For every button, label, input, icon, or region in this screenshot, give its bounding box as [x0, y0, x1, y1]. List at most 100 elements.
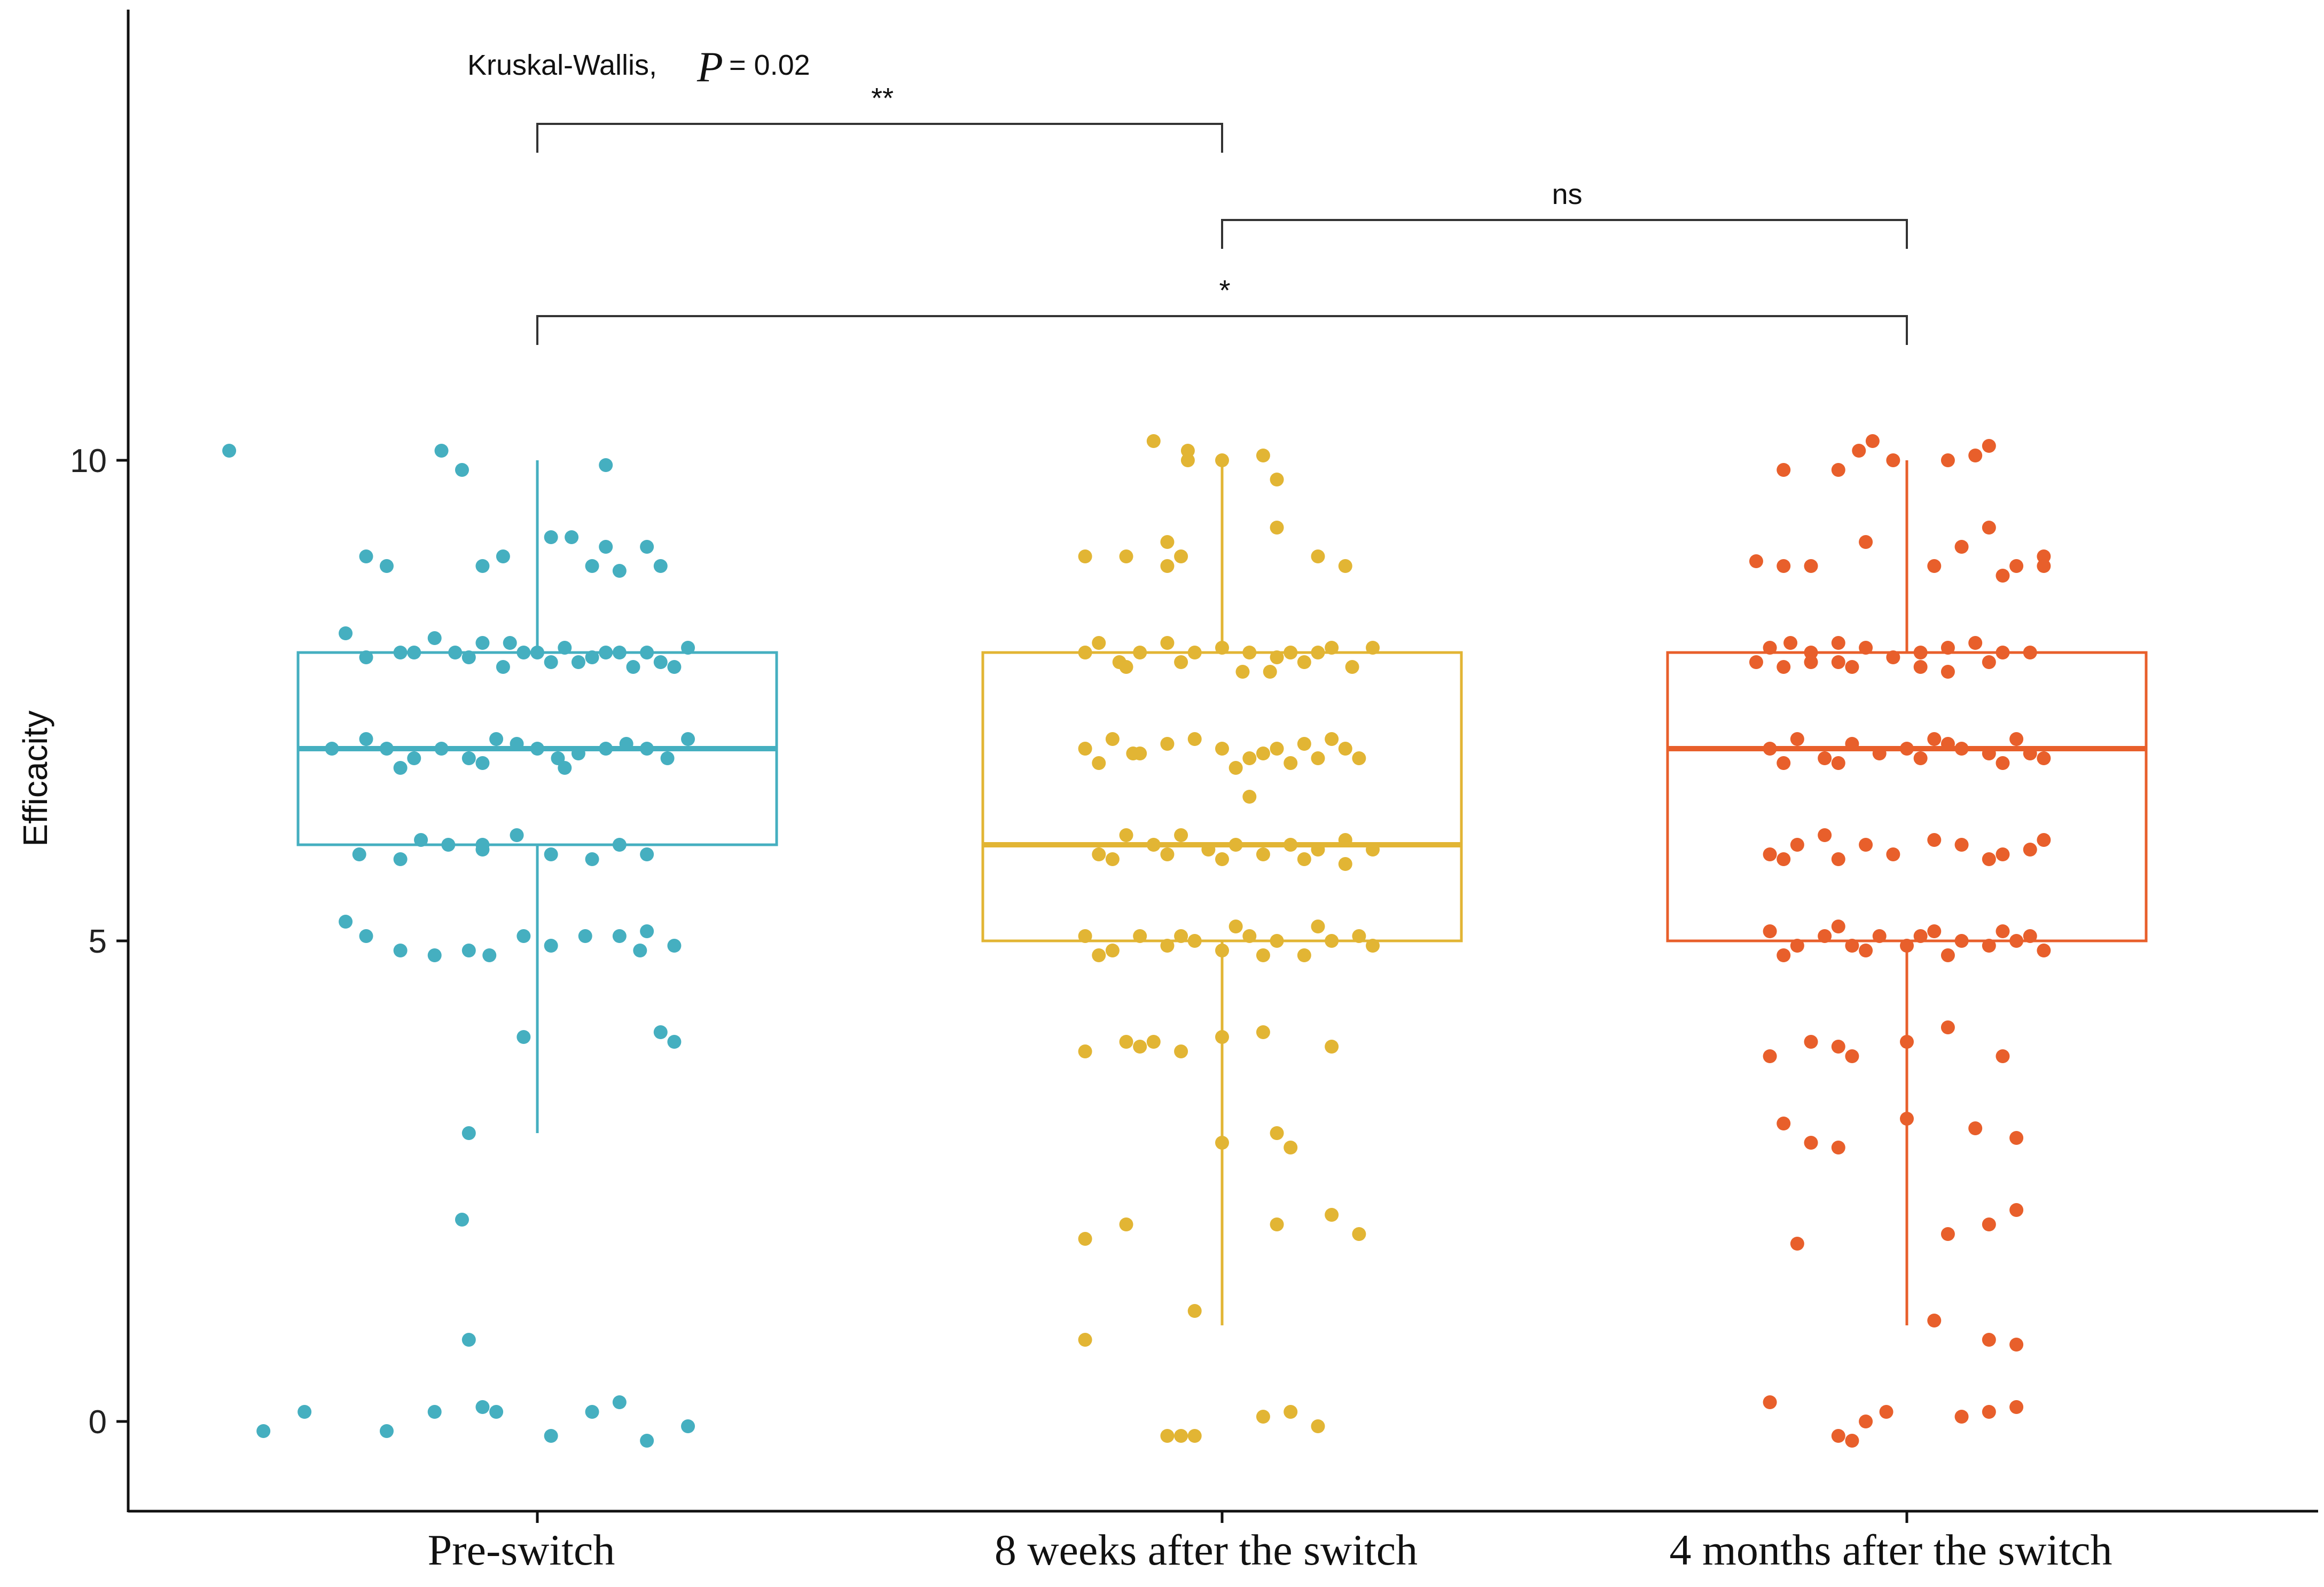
data-point [1270, 521, 1284, 535]
data-point [1996, 847, 2010, 861]
data-point [1133, 929, 1147, 943]
data-point [1859, 641, 1873, 655]
data-point [1763, 924, 1777, 938]
data-point [1831, 1141, 1845, 1154]
data-point [1119, 660, 1133, 674]
data-point [1338, 833, 1352, 847]
data-point [1366, 641, 1380, 655]
data-point [1777, 756, 1791, 770]
data-point [1297, 655, 1311, 669]
data-point [681, 1419, 695, 1433]
data-point [393, 944, 408, 957]
data-point [1201, 843, 1216, 857]
data-point [461, 650, 476, 664]
data-point [1777, 852, 1791, 866]
data-point [1270, 1126, 1284, 1140]
data-point [558, 641, 572, 655]
data-point [1845, 1434, 1859, 1448]
data-point [1078, 549, 1092, 563]
data-point [1777, 660, 1791, 674]
data-point [393, 852, 408, 866]
data-point [1345, 660, 1359, 674]
data-point [1859, 1415, 1873, 1428]
data-point [496, 660, 510, 674]
y-tick-label: 5 [89, 923, 107, 960]
data-point [1940, 737, 1955, 751]
data-point [1982, 1333, 1996, 1347]
data-point [571, 655, 585, 669]
data-point [2023, 646, 2037, 659]
data-point [667, 1035, 682, 1049]
data-point [1763, 1049, 1777, 1063]
data-point [1270, 934, 1284, 948]
data-point [1831, 920, 1845, 933]
data-point [461, 751, 476, 765]
data-point [475, 756, 490, 770]
data-point [1256, 1410, 1270, 1424]
data-point [1119, 549, 1133, 563]
data-point [2037, 559, 2051, 573]
group-4-months-after-the-switch [1666, 434, 2148, 1448]
data-point [1092, 948, 1106, 962]
data-point [2009, 1400, 2024, 1414]
data-point [1954, 934, 1969, 948]
y-axis-label: Efficacity [16, 711, 54, 847]
data-point [1872, 747, 1887, 760]
data-point [2023, 929, 2037, 943]
data-point [544, 655, 558, 669]
data-point [1284, 646, 1298, 659]
data-point [530, 646, 544, 659]
group-pre-switch [222, 444, 778, 1448]
data-point [1187, 1304, 1202, 1318]
data-point [1845, 939, 1859, 953]
data-point [1174, 1044, 1188, 1058]
data-point [1831, 1429, 1845, 1443]
data-point [379, 559, 394, 573]
data-point [1133, 646, 1147, 659]
data-point [1311, 549, 1325, 563]
data-point [1311, 920, 1325, 933]
data-point [1818, 828, 1832, 842]
data-point [1228, 920, 1243, 933]
data-point [1160, 535, 1175, 549]
data-point [1270, 742, 1284, 756]
data-point [1913, 646, 1928, 659]
data-point [1927, 924, 1942, 938]
data-point [1242, 646, 1257, 659]
data-point [222, 444, 237, 458]
data-point [1886, 847, 1900, 861]
data-point [640, 1434, 654, 1448]
data-point [1790, 838, 1804, 852]
data-point [653, 655, 668, 669]
data-point [1940, 665, 1955, 679]
data-point [1256, 449, 1270, 462]
data-point [1940, 641, 1955, 655]
data-point [1338, 857, 1352, 871]
data-point [1982, 1217, 1996, 1231]
data-point [1900, 742, 1914, 756]
data-point [407, 751, 421, 765]
data-point [1865, 434, 1880, 448]
data-point [1352, 929, 1366, 943]
data-point [1777, 559, 1791, 573]
data-point [599, 458, 613, 472]
data-point [1818, 751, 1832, 765]
comparison-brackets: ** ns * [536, 82, 1908, 345]
data-point [1256, 747, 1270, 760]
data-point [1215, 641, 1229, 655]
data-point [1790, 939, 1804, 953]
significance-label: ** [871, 82, 894, 114]
data-point [1105, 944, 1120, 957]
data-point [359, 549, 373, 563]
test-name-label: Kruskal-Wallis, [467, 49, 657, 81]
data-point [1927, 732, 1942, 746]
data-point [1996, 924, 2010, 938]
y-tick-label: 10 [70, 443, 107, 480]
data-point [414, 833, 428, 847]
data-point [1187, 732, 1202, 746]
data-point [612, 564, 627, 578]
comparison-pre-switch-vs-8-weeks-after-the-switch: ** [536, 82, 1223, 153]
data-point [1845, 737, 1859, 751]
kruskal-wallis-annotation: Kruskal-Wallis, P = 0.02 [467, 44, 810, 91]
data-point [1284, 838, 1298, 852]
